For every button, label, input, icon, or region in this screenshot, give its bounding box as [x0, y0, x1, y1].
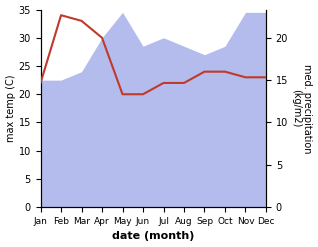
Y-axis label: max temp (C): max temp (C): [5, 75, 16, 142]
Y-axis label: med. precipitation
(kg/m2): med. precipitation (kg/m2): [291, 64, 313, 153]
X-axis label: date (month): date (month): [112, 231, 194, 242]
